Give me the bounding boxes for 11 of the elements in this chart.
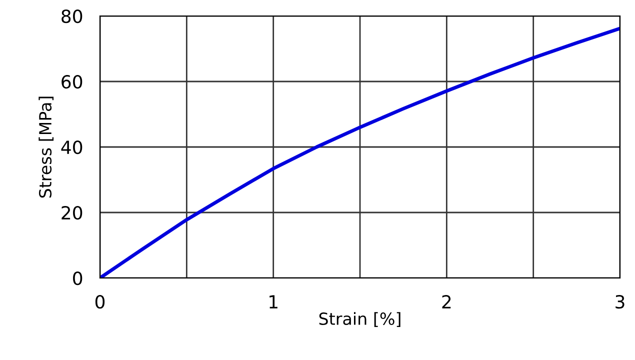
y-tick-label: 40: [61, 140, 82, 154]
y-tick-label: 0: [73, 271, 82, 286]
x-tick-label: 3: [616, 294, 624, 309]
y-tick-label: 20: [62, 206, 82, 220]
x-axis-title: Strain [%]: [319, 312, 400, 328]
x-tick-label: 0: [95, 294, 105, 309]
y-tick-label: 60: [62, 74, 82, 89]
y-axis-title: Stress [MPa]: [38, 96, 54, 198]
x-tick-label: 1: [270, 295, 278, 308]
y-tick-label: 80: [62, 9, 82, 24]
x-tick-label: 2: [442, 294, 451, 308]
